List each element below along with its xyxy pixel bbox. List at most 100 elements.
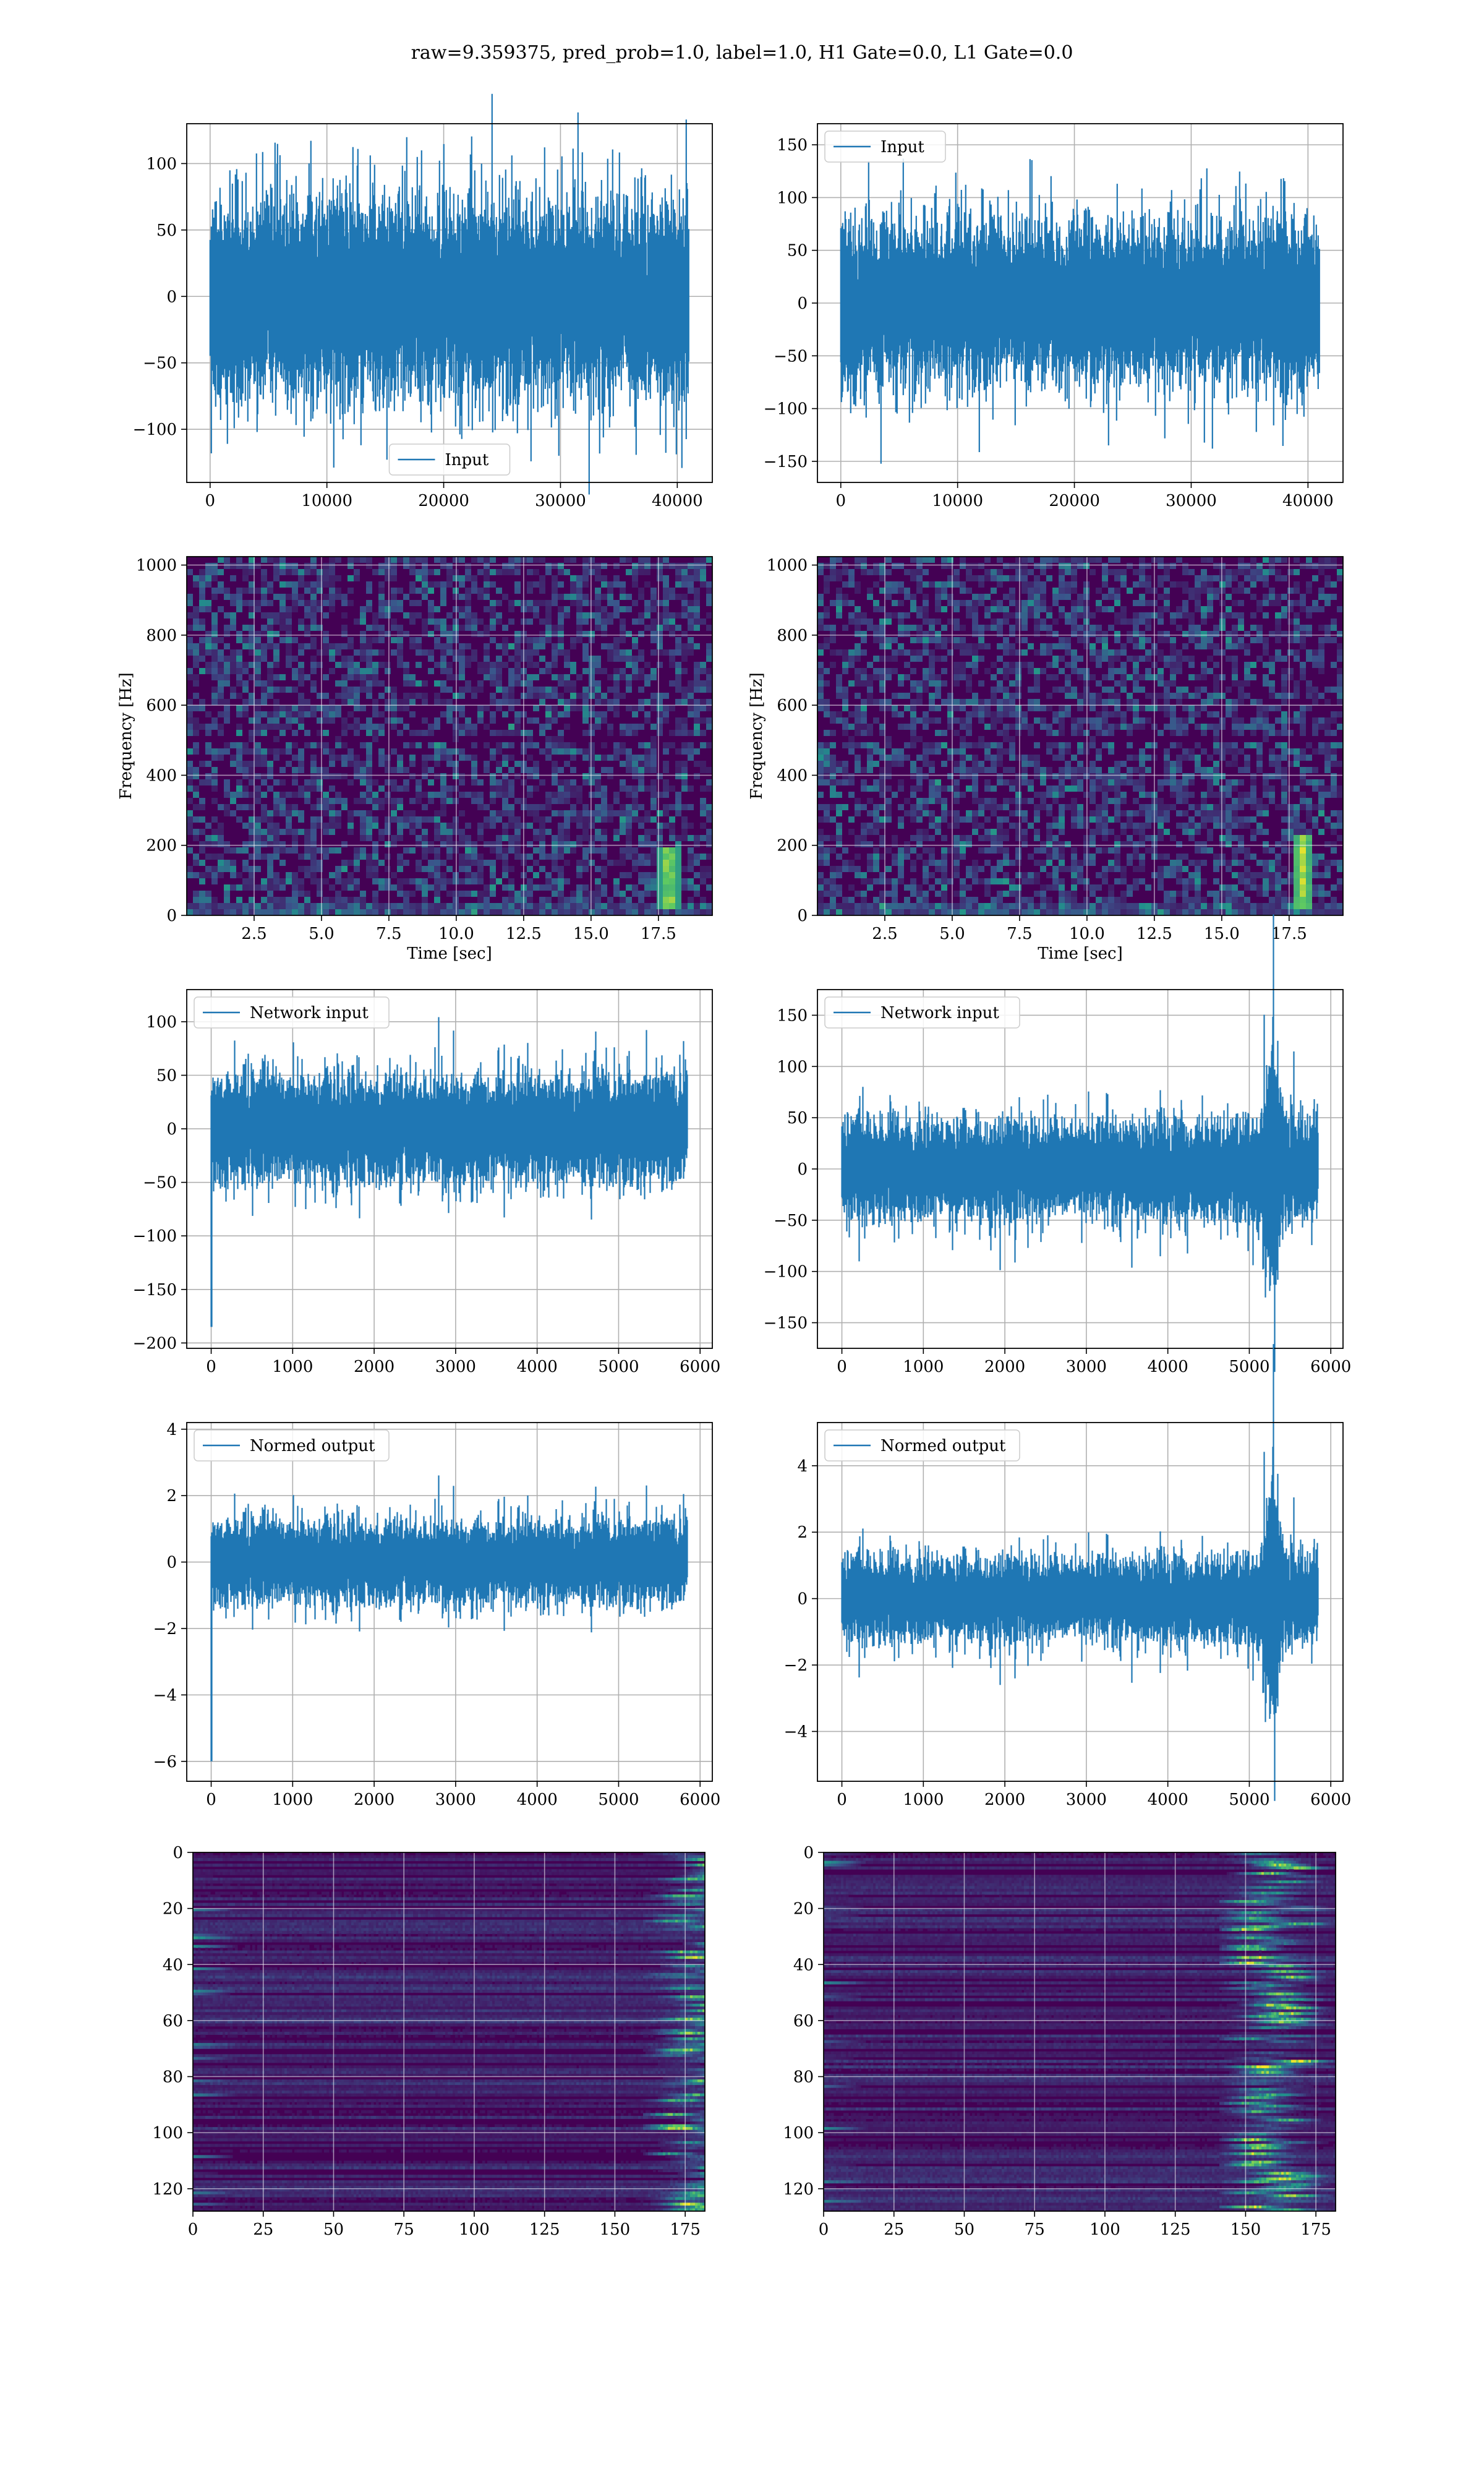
spectrogram-cell (991, 693, 997, 699)
spectrogram-cell (1263, 600, 1269, 606)
spectrogram-cell (514, 847, 521, 854)
spectrogram-cell (496, 668, 502, 674)
spectrogram-cell (1170, 581, 1176, 588)
spectrogram-cell (255, 748, 261, 755)
spectrogram-cell (1213, 773, 1219, 779)
spectrogram-cell (960, 767, 966, 773)
spectrogram-cell (490, 884, 496, 891)
spectrogram-cell (1250, 730, 1256, 736)
spectrogram-cell (1034, 668, 1040, 674)
spectrogram-cell (428, 656, 434, 662)
spectrogram-cell (211, 656, 218, 662)
spectrogram-cell (360, 643, 366, 649)
spectrogram-cell (644, 717, 650, 724)
spectrogram-cell (576, 693, 582, 699)
spectrogram-cell (595, 588, 601, 594)
spectrogram-cell (972, 693, 978, 699)
spectrogram-cell (589, 631, 595, 637)
spectrogram-cell (657, 835, 663, 841)
spectrogram-cell (1059, 711, 1065, 717)
spectrogram-cell (199, 891, 205, 897)
spectrogram-cell (558, 823, 564, 829)
spectrogram-cell (354, 810, 360, 816)
spectrogram-cell (1046, 730, 1052, 736)
spectrogram-cell (273, 884, 279, 891)
spectrogram-cell (885, 785, 892, 792)
spectrogram-cell (1102, 637, 1108, 643)
spectrogram-cell (1176, 612, 1182, 618)
spectrogram-cell (304, 866, 310, 872)
spectrogram-cell (508, 841, 514, 847)
spectrogram-cell (514, 668, 521, 674)
spectrogram-cell (428, 730, 434, 736)
spectrogram-cell (1312, 575, 1318, 581)
spectrogram-cell (916, 699, 923, 705)
spectrogram-cell (1003, 594, 1009, 600)
spectrogram-cell (1300, 594, 1306, 600)
spectrogram-cell (589, 891, 595, 897)
spectrogram-cell (564, 748, 570, 755)
spectrogram-cell (317, 662, 323, 668)
spectrogram-cell (978, 581, 984, 588)
spectrogram-cell (193, 625, 199, 631)
spectrogram-cell (397, 798, 403, 804)
spectrogram-cell (885, 557, 892, 563)
spectrogram-cell (966, 699, 972, 705)
spectrogram-cell (1114, 724, 1120, 730)
spectrogram-cell (310, 662, 317, 668)
spectrogram-cell (1250, 662, 1256, 668)
spectrogram-cell (1015, 705, 1021, 711)
spectrogram-cell (650, 705, 657, 711)
spectrogram-cell (595, 680, 601, 687)
spectrogram-cell (1324, 600, 1331, 606)
spectrogram-cell (632, 847, 638, 854)
spectrogram-cell (1281, 730, 1287, 736)
spectrogram-cell (224, 699, 230, 705)
spectrogram-cell (601, 699, 607, 705)
spectrogram-cell (626, 792, 632, 798)
spectrogram-cell (471, 878, 477, 884)
spectrogram-cell (873, 606, 879, 612)
spectrogram-cell (657, 662, 663, 668)
spectrogram-cell (613, 884, 620, 891)
spectrogram-cell (910, 767, 916, 773)
spectrogram-cell (607, 810, 613, 816)
spectrogram-cell (824, 804, 830, 810)
spectrogram-cell (508, 866, 514, 872)
spectrogram-cell (564, 705, 570, 711)
spectrogram-cell (650, 606, 657, 612)
spectrogram-cell (904, 742, 910, 748)
spectrogram-cell (675, 860, 681, 866)
spectrogram-cell (366, 581, 372, 588)
spectrogram-cell (675, 903, 681, 909)
spectrogram-cell (1226, 742, 1232, 748)
spectrogram-cell (1145, 600, 1151, 606)
spectrogram-cell (941, 742, 947, 748)
spectrogram-cell (923, 569, 929, 575)
spectrogram-cell (1021, 618, 1028, 625)
spectrogram-cell (304, 705, 310, 711)
spectrogram-cell (490, 693, 496, 699)
spectrogram-cell (477, 557, 484, 563)
spectrogram-cell (929, 557, 935, 563)
spectrogram-cell (496, 699, 502, 705)
spectrogram-cell (570, 810, 576, 816)
spectrogram-cell (539, 779, 545, 785)
spectrogram-cell (428, 612, 434, 618)
spectrogram-cell (477, 878, 484, 884)
spectrogram-cell (576, 705, 582, 711)
spectrogram-cell (360, 779, 366, 785)
spectrogram-cell (669, 816, 675, 823)
spectrogram-cell (527, 557, 533, 563)
spectrogram-cell (1034, 612, 1040, 618)
spectrogram-cell (304, 674, 310, 680)
spectrogram-cell (681, 866, 688, 872)
spectrogram-cell (1213, 649, 1219, 656)
spectrogram-cell (669, 829, 675, 835)
spectrogram-cell (663, 625, 669, 631)
spectrogram-cell (360, 557, 366, 563)
spectrogram-cell (910, 557, 916, 563)
spectrogram-cell (1145, 588, 1151, 594)
spectrogram-cell (935, 606, 941, 612)
spectrogram-cell (663, 612, 669, 618)
